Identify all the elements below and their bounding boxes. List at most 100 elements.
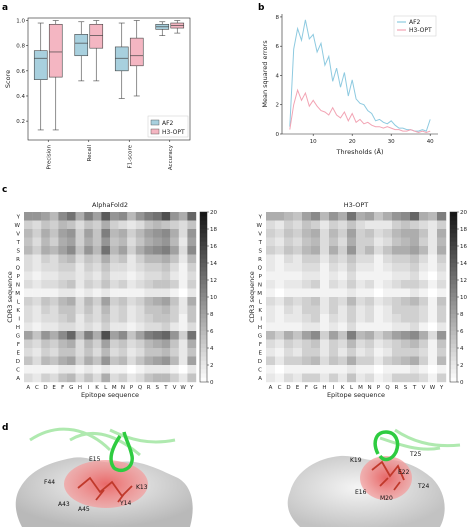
heatmap-cell — [302, 365, 312, 374]
heatmap-cell — [410, 373, 420, 383]
heatmap-cell — [266, 339, 276, 349]
heatmap-cell — [135, 288, 145, 298]
heatmap-cell — [428, 348, 438, 357]
heatmap-cell — [392, 365, 402, 374]
heatmap-cell — [401, 280, 411, 289]
heatmap-cell — [347, 280, 357, 289]
heatmap-cell — [275, 271, 285, 281]
colorbar-segment — [200, 369, 207, 374]
y-tick-label: F — [17, 342, 20, 348]
heatmap-cell — [428, 220, 438, 230]
heatmap-cell — [118, 263, 128, 272]
heatmap-cell — [101, 229, 111, 238]
heatmap-cell — [275, 373, 285, 383]
colorbar-tick-label: 12 — [210, 278, 217, 284]
heatmap-cell — [419, 237, 429, 247]
heatmap-cell — [110, 271, 119, 281]
y-tick-label: 0 — [276, 132, 280, 138]
heatmap-cell — [41, 229, 50, 238]
heatmap-cell — [329, 322, 339, 332]
y-tick-label: 8 — [276, 15, 280, 21]
heatmap-cell — [178, 280, 188, 289]
heatmap-cell — [187, 280, 197, 289]
heatmap-cell — [24, 237, 33, 247]
heatmap-cell — [374, 254, 384, 264]
residue-label: K13 — [136, 484, 148, 491]
heatmap-cell — [266, 322, 276, 332]
heatmap-cell — [347, 254, 357, 264]
heatmap-cell — [311, 314, 321, 323]
box-body — [74, 34, 89, 57]
heatmap-cell — [178, 305, 188, 315]
heatmap-cell — [75, 280, 85, 289]
heatmap-cell — [419, 280, 429, 289]
x-tick-label: L — [104, 385, 108, 391]
heatmap-cell — [392, 339, 402, 349]
heatmap-cell — [135, 297, 145, 306]
heatmap-cell — [161, 297, 171, 306]
colorbar-segment — [200, 305, 207, 311]
y-tick-label: R — [258, 257, 262, 263]
heatmap-cell — [49, 288, 59, 298]
heatmap-cell — [32, 365, 42, 374]
heatmap-cell — [127, 305, 136, 315]
heatmap-cell — [329, 288, 339, 298]
heatmap-cell — [67, 373, 76, 383]
x-tick-label: I — [88, 385, 90, 391]
heatmap-cell — [110, 229, 119, 238]
x-tick-label: C — [35, 385, 39, 391]
x-tick-label: K — [341, 385, 345, 391]
heatmap-cell — [392, 246, 402, 255]
heatmap-cell — [67, 271, 76, 281]
heatmap-cell — [383, 254, 393, 264]
heatmap-cell — [383, 271, 393, 281]
colorbar-segment — [200, 216, 207, 221]
heatmap-cell — [374, 288, 384, 298]
heatmap-cell — [118, 322, 128, 332]
heatmap-cell — [24, 331, 33, 340]
heatmap-cell — [67, 365, 76, 374]
heatmap-cell — [135, 356, 145, 366]
heatmap-cell — [293, 229, 303, 238]
heatmap-cell — [101, 373, 111, 383]
y-tick-label: L — [17, 299, 21, 305]
heatmap-cell — [419, 263, 429, 272]
heatmap-cell — [49, 271, 59, 281]
heatmap-cell — [401, 348, 411, 357]
heatmap-cell — [67, 322, 76, 332]
heatmap-cell — [58, 263, 68, 272]
heatmap-cell — [110, 297, 119, 306]
heatmap-cell — [410, 280, 420, 289]
heatmap-cell — [329, 365, 339, 374]
heatmap-cell — [392, 212, 402, 221]
legend-swatch — [150, 128, 160, 135]
heatmap-cell — [428, 288, 438, 298]
colorbar-segment — [200, 352, 207, 357]
heatmap-cell — [187, 263, 197, 272]
x-tick-label: 30 — [388, 139, 395, 145]
heatmap-cell — [338, 220, 348, 230]
legend-frame — [393, 15, 437, 37]
heatmap-cell — [392, 297, 402, 306]
y-tick-label: Q — [16, 265, 21, 271]
x-tick-label: D — [43, 385, 47, 391]
heatmap-cell — [320, 331, 330, 340]
heatmap-cell — [275, 288, 285, 298]
antigen-ribbon-right — [379, 428, 461, 451]
heatmap-cell — [58, 271, 68, 281]
heatmap-cell — [153, 271, 162, 281]
heatmap-cell — [110, 339, 119, 349]
heatmap-cell — [127, 288, 136, 298]
heatmap-cell — [347, 348, 357, 357]
colorbar-segment — [200, 326, 207, 332]
heatmap-cell — [347, 237, 357, 247]
heatmap-cell — [392, 288, 402, 298]
heatmap-cell — [118, 373, 128, 383]
heatmap-cell — [144, 314, 154, 323]
heatmap-cell — [275, 246, 285, 255]
cdr3-loop-right — [373, 430, 400, 462]
heatmap-cell — [356, 280, 366, 289]
colorbar-segment — [450, 377, 457, 383]
heatmap-cell — [338, 297, 348, 306]
colorbar-segment — [200, 271, 207, 277]
